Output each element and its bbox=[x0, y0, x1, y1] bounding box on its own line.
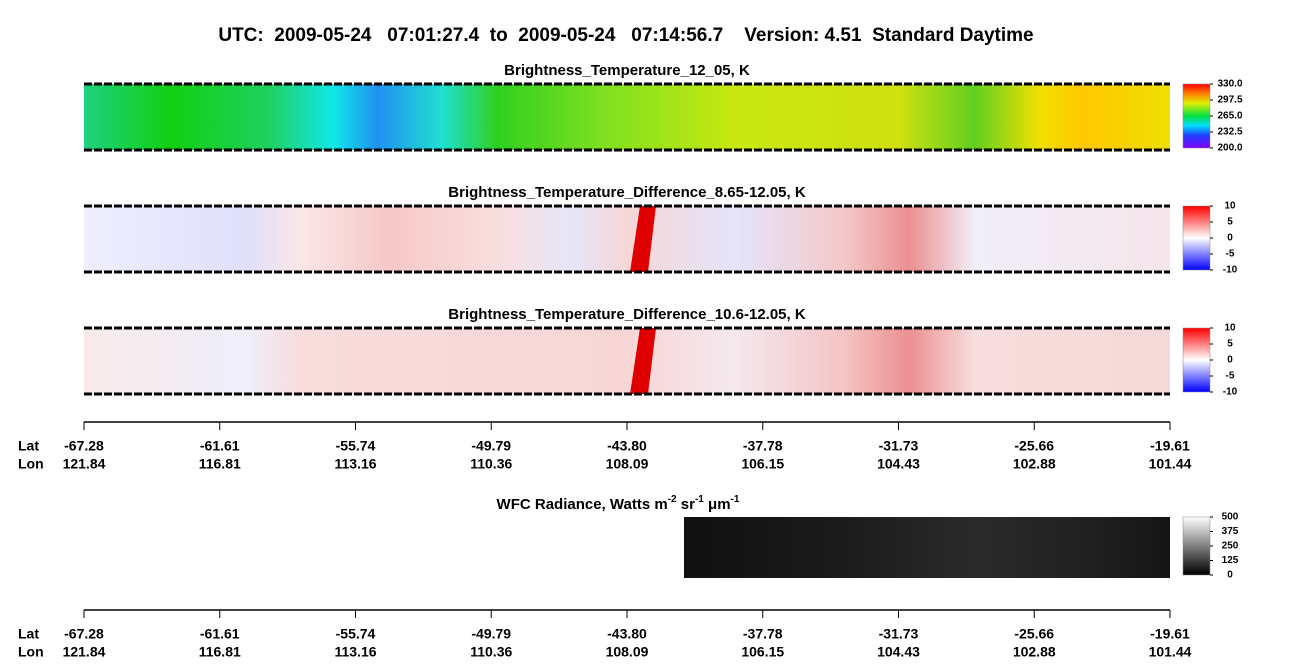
lat-label: -37.78 bbox=[743, 438, 783, 454]
lat-title: Lat bbox=[18, 626, 39, 642]
lon-label: 121.84 bbox=[63, 456, 106, 472]
colorbar-tick-label: 330.0 bbox=[1217, 79, 1242, 90]
lat-label: -55.74 bbox=[336, 626, 376, 642]
title-part: μm bbox=[704, 496, 731, 513]
lon-label: 110.36 bbox=[470, 644, 512, 660]
colorbar-tick-label: -5 bbox=[1226, 249, 1235, 260]
lat-label: -19.61 bbox=[1150, 438, 1190, 454]
lon-label: 101.44 bbox=[1149, 456, 1192, 472]
panel-image bbox=[84, 206, 1170, 272]
panel-title: Brightness_Temperature_Difference_8.65-1… bbox=[448, 184, 806, 201]
colorbar-tick-label: 500 bbox=[1222, 512, 1239, 523]
title-part: sr bbox=[677, 496, 696, 513]
colorbar bbox=[1182, 205, 1211, 271]
colorbar-tick-label: 200.0 bbox=[1217, 143, 1242, 154]
lon-label: 113.16 bbox=[334, 456, 376, 472]
lon-label: 108.09 bbox=[606, 644, 649, 660]
title-part: WFC Radiance, Watts m bbox=[497, 496, 668, 513]
colorbar-tick-label: 10 bbox=[1224, 323, 1236, 334]
superscript: -2 bbox=[668, 494, 677, 505]
lat-label: -43.80 bbox=[607, 626, 647, 642]
lon-label: 104.43 bbox=[877, 644, 920, 660]
lon-label: 102.88 bbox=[1013, 644, 1056, 660]
lon-label: 121.84 bbox=[63, 644, 106, 660]
wfc-image bbox=[684, 517, 1170, 578]
lon-label: 113.16 bbox=[334, 644, 376, 660]
lon-label: 110.36 bbox=[470, 456, 512, 472]
lat-label: -67.28 bbox=[64, 438, 104, 454]
lon-label: 104.43 bbox=[877, 456, 920, 472]
lat-label: -25.66 bbox=[1014, 438, 1054, 454]
lon-label: 116.81 bbox=[199, 644, 241, 660]
lat-title: Lat bbox=[18, 438, 39, 454]
lon-label: 116.81 bbox=[199, 456, 241, 472]
colorbar bbox=[1182, 327, 1211, 393]
colorbar-tick-label: 297.5 bbox=[1217, 95, 1242, 106]
panel-image bbox=[84, 328, 1170, 394]
lat-label: -19.61 bbox=[1150, 626, 1190, 642]
superscript: -1 bbox=[731, 494, 740, 505]
feature bbox=[630, 328, 656, 394]
wfc-title: WFC Radiance, Watts m-2 sr-1 μm-1 bbox=[497, 494, 740, 513]
lat-label: -67.28 bbox=[64, 626, 104, 642]
lat-label: -61.61 bbox=[200, 626, 240, 642]
lon-label: 106.15 bbox=[741, 644, 784, 660]
colorbar-tick-label: 125 bbox=[1222, 555, 1239, 566]
lat-label: -37.78 bbox=[743, 626, 783, 642]
colorbar-tick-label: 250 bbox=[1222, 541, 1239, 552]
colorbar-tick-label: -10 bbox=[1223, 265, 1238, 276]
colorbar bbox=[1182, 83, 1211, 149]
colorbar-tick-label: -10 bbox=[1223, 387, 1238, 398]
colorbar-tick-label: 375 bbox=[1222, 526, 1239, 537]
lon-label: 102.88 bbox=[1013, 456, 1056, 472]
colorbar-tick-label: 0 bbox=[1227, 570, 1233, 581]
lat-label: -49.79 bbox=[471, 626, 511, 642]
colorbar-tick-label: 10 bbox=[1224, 201, 1236, 212]
lat-label: -55.74 bbox=[336, 438, 376, 454]
colorbar bbox=[1182, 516, 1211, 576]
colorbar-tick-label: 0 bbox=[1227, 233, 1233, 244]
panel-title: Brightness_Temperature_12_05, K bbox=[504, 62, 750, 79]
lat-label: -31.73 bbox=[879, 438, 919, 454]
colorbar-tick-label: -5 bbox=[1226, 371, 1235, 382]
lon-title: Lon bbox=[18, 456, 44, 472]
feature bbox=[630, 206, 656, 272]
colorbar-tick-label: 5 bbox=[1227, 217, 1233, 228]
page-title: UTC: 2009-05-24 07:01:27.4 to 2009-05-24… bbox=[218, 25, 1033, 46]
lat-label: -31.73 bbox=[879, 626, 919, 642]
panel-title: Brightness_Temperature_Difference_10.6-1… bbox=[448, 306, 806, 323]
lat-label: -43.80 bbox=[607, 438, 647, 454]
panel-image bbox=[84, 84, 1170, 150]
lon-title: Lon bbox=[18, 644, 44, 660]
lat-label: -25.66 bbox=[1014, 626, 1054, 642]
lat-label: -61.61 bbox=[200, 438, 240, 454]
colorbar-tick-label: 5 bbox=[1227, 339, 1233, 350]
lon-label: 108.09 bbox=[606, 456, 649, 472]
lat-label: -49.79 bbox=[471, 438, 511, 454]
superscript: -1 bbox=[695, 494, 704, 505]
colorbar-tick-label: 265.0 bbox=[1217, 111, 1242, 122]
lon-label: 101.44 bbox=[1149, 644, 1192, 660]
lon-label: 106.15 bbox=[741, 456, 784, 472]
colorbar-tick-label: 232.5 bbox=[1217, 127, 1242, 138]
colorbar-tick-label: 0 bbox=[1227, 355, 1233, 366]
